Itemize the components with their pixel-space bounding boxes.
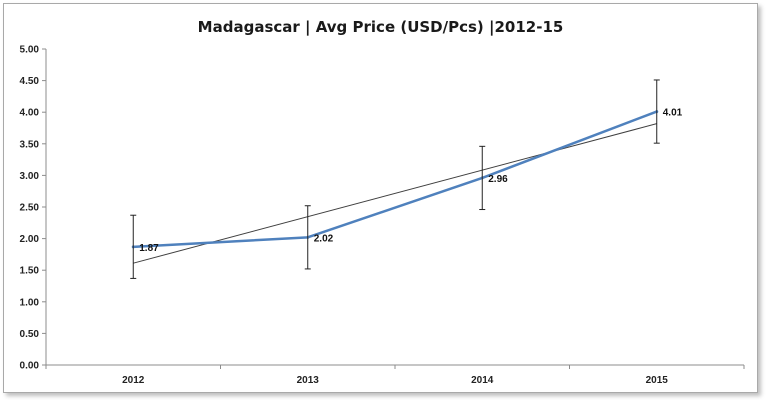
chart-title: Madagascar | Avg Price (USD/Pcs) |2012-1… <box>197 18 564 36</box>
series-group <box>131 110 659 249</box>
y-tick-labels: 0.00 0.50 1.00 1.50 2.00 2.50 3.00 3.50 4.00 4.50… <box>20 45 46 372</box>
y-tick-label: 3.50 <box>20 139 40 150</box>
data-label: 1.87 <box>139 243 159 254</box>
line-chart: 0.00 0.50 1.00 1.50 2.00 2.50 3.00 3.50 4.00 4.50… <box>20 45 745 386</box>
y-tick-label: 0.00 <box>20 361 40 372</box>
trendline <box>133 123 657 264</box>
x-tick-label: 2013 <box>297 375 320 386</box>
y-tick-label: 5.00 <box>20 45 40 56</box>
y-tick-label: 1.00 <box>20 297 40 308</box>
y-tick-label: 4.00 <box>20 108 40 119</box>
y-tick-label: 0.50 <box>20 329 40 340</box>
x-tick-label: 2012 <box>122 375 145 386</box>
y-tick-label: 2.00 <box>20 234 40 245</box>
x-tick-labels: 2012 2013 2014 2015 <box>45 365 745 386</box>
data-label: 4.01 <box>663 108 683 119</box>
chart-frame: Madagascar | Avg Price (USD/Pcs) |2012-1… <box>3 3 758 393</box>
data-labels: 1.87 2.02 2.96 4.01 <box>139 108 682 254</box>
x-tick-label: 2015 <box>646 375 669 386</box>
data-label: 2.02 <box>314 233 334 244</box>
data-label: 2.96 <box>488 174 508 185</box>
y-tick-label: 3.00 <box>20 171 40 182</box>
x-tick-label: 2014 <box>471 375 494 386</box>
y-tick-label: 4.50 <box>20 76 40 87</box>
y-tick-label: 2.50 <box>20 203 40 214</box>
error-bars <box>130 79 660 279</box>
series-line <box>133 110 658 249</box>
y-tick-label: 1.50 <box>20 266 40 277</box>
trendline-group <box>133 123 657 264</box>
